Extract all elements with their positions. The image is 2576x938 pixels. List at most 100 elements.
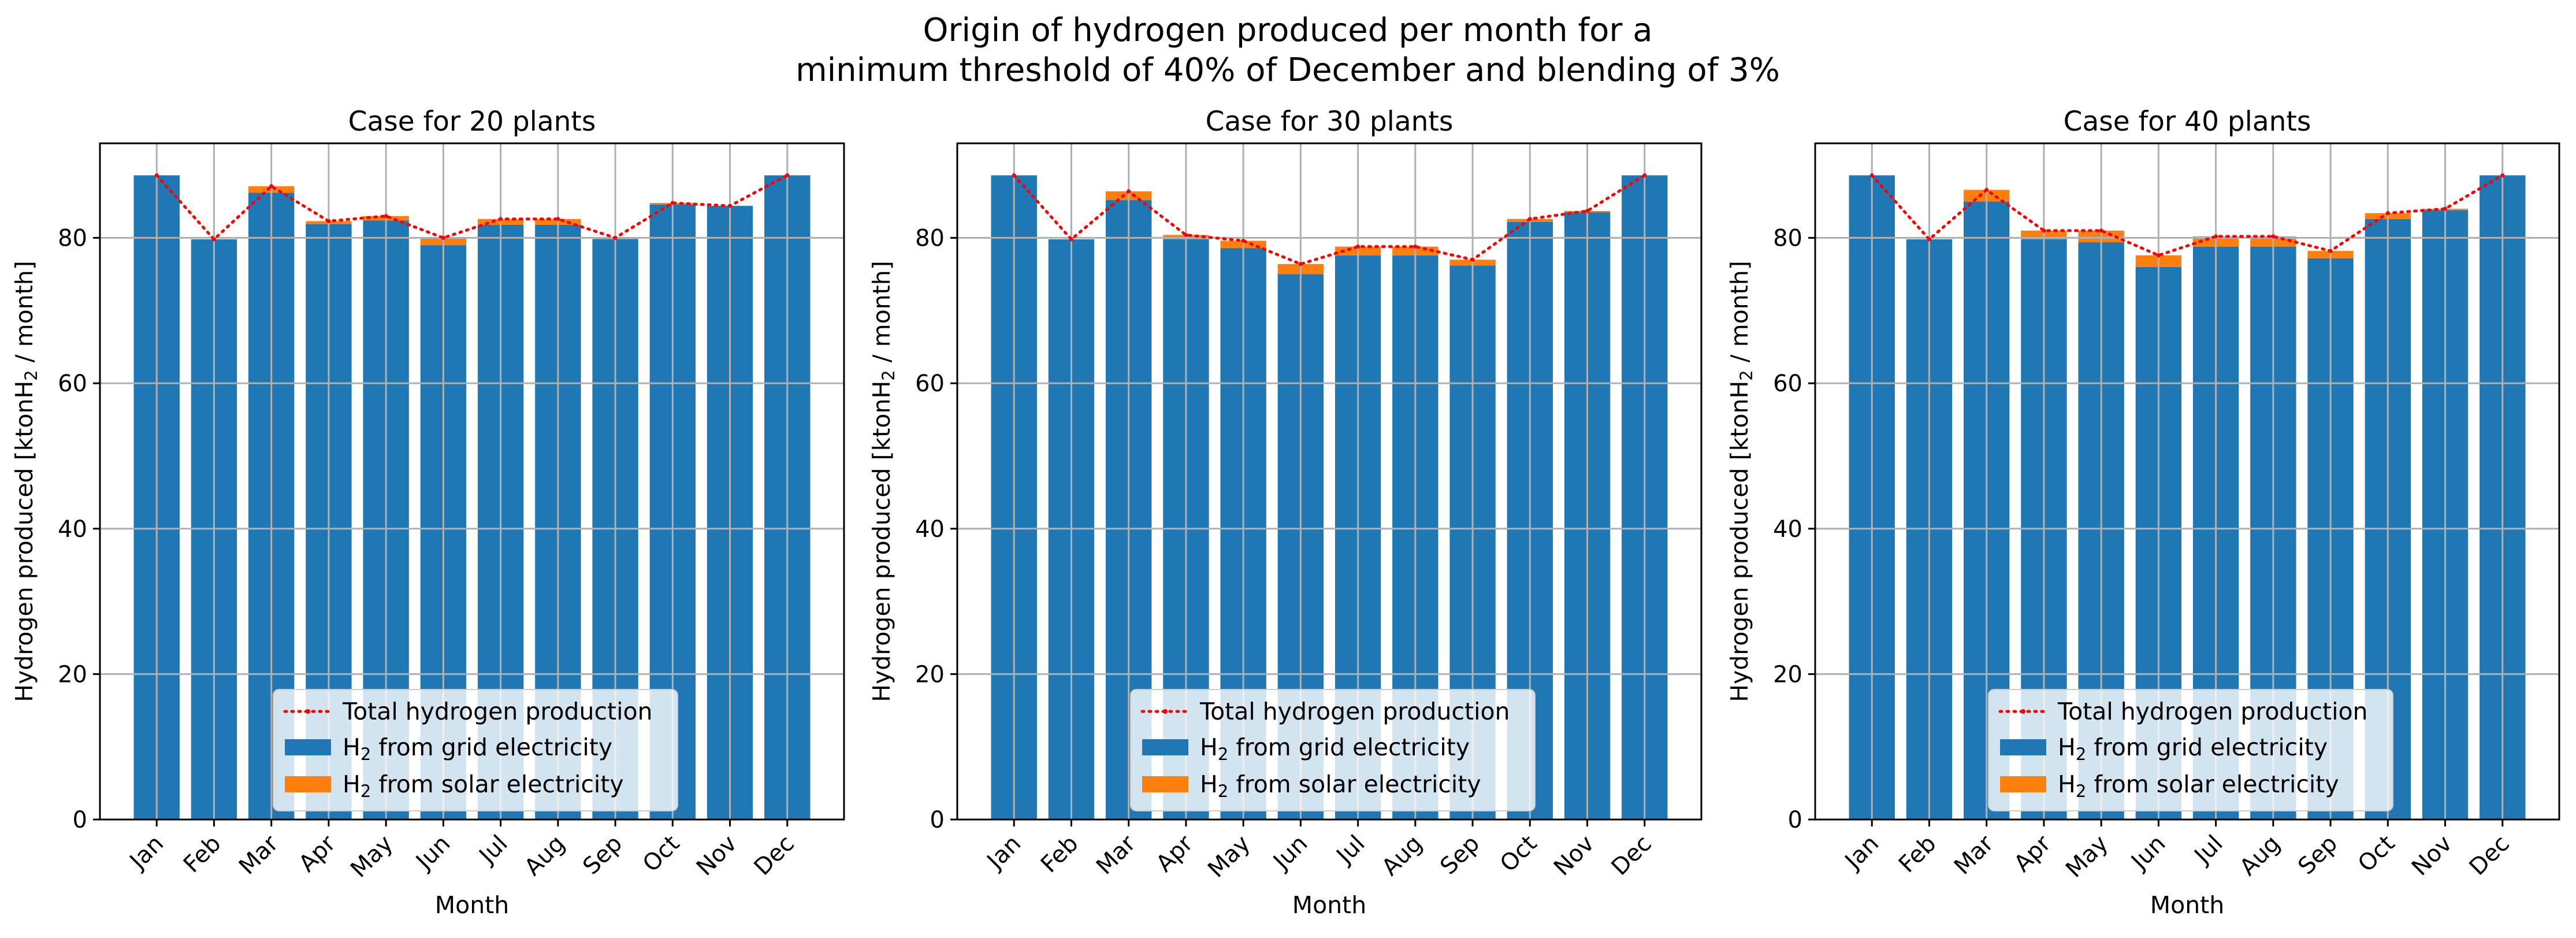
legend-box: [273, 689, 678, 811]
y-tick-label: 20: [915, 661, 945, 688]
y-tick-label: 40: [1773, 516, 1802, 543]
y-tick-label: 80: [1773, 225, 1802, 252]
legend: Total hydrogen production H2 from grid el…: [1130, 689, 1536, 811]
legend-label-grid: H2 from grid electricity: [1200, 733, 1470, 764]
y-tick-label: 20: [1773, 661, 1802, 688]
x-tick-label-feb: Feb: [1894, 831, 1942, 878]
x-tick-label-oct: Oct: [638, 831, 685, 877]
total-point-jul: [1356, 244, 1361, 249]
legend-line-marker: [2021, 709, 2025, 714]
x-tick-label-oct: Oct: [1495, 831, 1542, 877]
x-tick-label-jan: Jan: [124, 831, 169, 876]
legend: Total hydrogen production H2 from grid el…: [1988, 689, 2393, 811]
x-tick-label-may: May: [345, 831, 398, 883]
x-tick-label-jul: Jul: [1330, 831, 1370, 870]
total-production-line: [1012, 173, 1646, 266]
total-point-oct: [1527, 217, 1532, 221]
y-tick-label: 60: [58, 370, 87, 397]
y-tick-label: 0: [930, 807, 945, 833]
y-tick-label: 60: [915, 370, 945, 397]
y-tick-label: 40: [915, 516, 945, 543]
total-point-aug: [1413, 244, 1418, 249]
total-point-feb: [1927, 237, 1931, 242]
x-tick-label-sep: Sep: [2293, 831, 2343, 880]
total-point-mar: [269, 184, 274, 188]
x-axis-label: Month: [2150, 891, 2225, 919]
y-tick-label: 0: [1788, 807, 1802, 833]
figure-title-line-2: minimum threshold of 40% of December and…: [796, 51, 1780, 89]
total-point-aug: [556, 217, 560, 221]
legend-swatch-solar: [2000, 776, 2046, 792]
total-point-jul: [2214, 234, 2218, 239]
y-tick-label: 0: [73, 807, 87, 833]
legend-box: [1988, 689, 2393, 811]
total-point-sep: [613, 236, 618, 240]
y-tick-label: 40: [58, 516, 87, 543]
x-tick-label-aug: Aug: [519, 831, 570, 881]
total-point-feb: [1069, 237, 1073, 242]
y-axis-label: Hydrogen produced [ktonH2 / month]: [868, 261, 898, 702]
plot-frame: [1814, 142, 2560, 821]
total-point-dec: [2500, 173, 2505, 177]
total-point-may: [1241, 239, 1246, 243]
total-production-line: [155, 173, 789, 242]
legend-swatch-solar: [1142, 776, 1188, 792]
x-tick-label-dec: Dec: [1607, 831, 1657, 881]
legend-label-grid: H2 from grid electricity: [343, 733, 612, 764]
total-point-may: [384, 214, 388, 218]
figure-title-line-1: Origin of hydrogen produced per month fo…: [923, 12, 1652, 49]
total-point-jul: [499, 217, 503, 221]
legend-label-total: Total hydrogen production: [2057, 698, 2368, 725]
panel-title: Case for 30 plants: [1206, 106, 1454, 138]
legend: Total hydrogen production H2 from grid el…: [273, 689, 678, 811]
y-axis-label: Hydrogen produced [ktonH2 / month]: [10, 261, 41, 702]
x-tick-label-may: May: [2061, 831, 2113, 883]
x-tick-label-feb: Feb: [1036, 831, 1084, 878]
y-tick-label: 60: [1773, 370, 1802, 397]
x-tick-label-apr: Apr: [294, 830, 341, 877]
total-point-apr: [326, 219, 331, 224]
total-point-sep: [1470, 257, 1475, 262]
x-tick-label-may: May: [1203, 831, 1255, 883]
total-point-nov: [1585, 209, 1590, 213]
total-point-oct: [670, 201, 675, 205]
x-tick-label-sep: Sep: [578, 831, 627, 880]
total-point-aug: [2271, 234, 2276, 239]
x-tick-label-apr: Apr: [1151, 830, 1199, 877]
total-point-apr: [1184, 233, 1188, 238]
x-tick-label-feb: Feb: [179, 831, 226, 878]
x-tick-label-oct: Oct: [2353, 831, 2400, 877]
total-point-jan: [154, 173, 159, 177]
x-axis-label: Month: [435, 891, 510, 919]
legend-label-solar: H2 from solar electricity: [1200, 770, 1481, 801]
legend-label-total: Total hydrogen production: [342, 698, 653, 725]
total-point-dec: [785, 173, 790, 177]
total-point-apr: [2042, 228, 2046, 233]
x-tick-label-jul: Jul: [2188, 831, 2228, 870]
total-point-oct: [2385, 211, 2390, 216]
legend-swatch-solar: [285, 776, 331, 792]
x-tick-label-aug: Aug: [1377, 831, 1428, 881]
legend-label-solar: H2 from solar electricity: [2058, 770, 2339, 801]
total-point-jan: [1869, 173, 1874, 177]
total-point-sep: [2328, 249, 2333, 253]
x-axis-label: Month: [1292, 891, 1367, 919]
total-point-mar: [1127, 189, 1131, 194]
y-tick-label: 80: [58, 225, 87, 252]
legend-label-solar: H2 from solar electricity: [343, 770, 624, 801]
y-axis-label: Hydrogen produced [ktonH2 / month]: [1726, 261, 1756, 702]
x-tick-label-mar: Mar: [234, 830, 284, 880]
total-point-mar: [1984, 188, 1989, 192]
total-production-line: [1870, 173, 2504, 257]
x-tick-label-jan: Jan: [1839, 831, 1884, 876]
y-tick-label: 20: [58, 661, 87, 688]
x-tick-label-jun: Jun: [2125, 831, 2171, 876]
x-tick-label-aug: Aug: [2235, 831, 2285, 881]
legend-label-total: Total hydrogen production: [1199, 698, 1510, 725]
legend-swatch-grid: [2000, 739, 2046, 755]
x-tick-label-dec: Dec: [749, 831, 800, 881]
legend-label-grid: H2 from grid electricity: [2058, 733, 2328, 764]
